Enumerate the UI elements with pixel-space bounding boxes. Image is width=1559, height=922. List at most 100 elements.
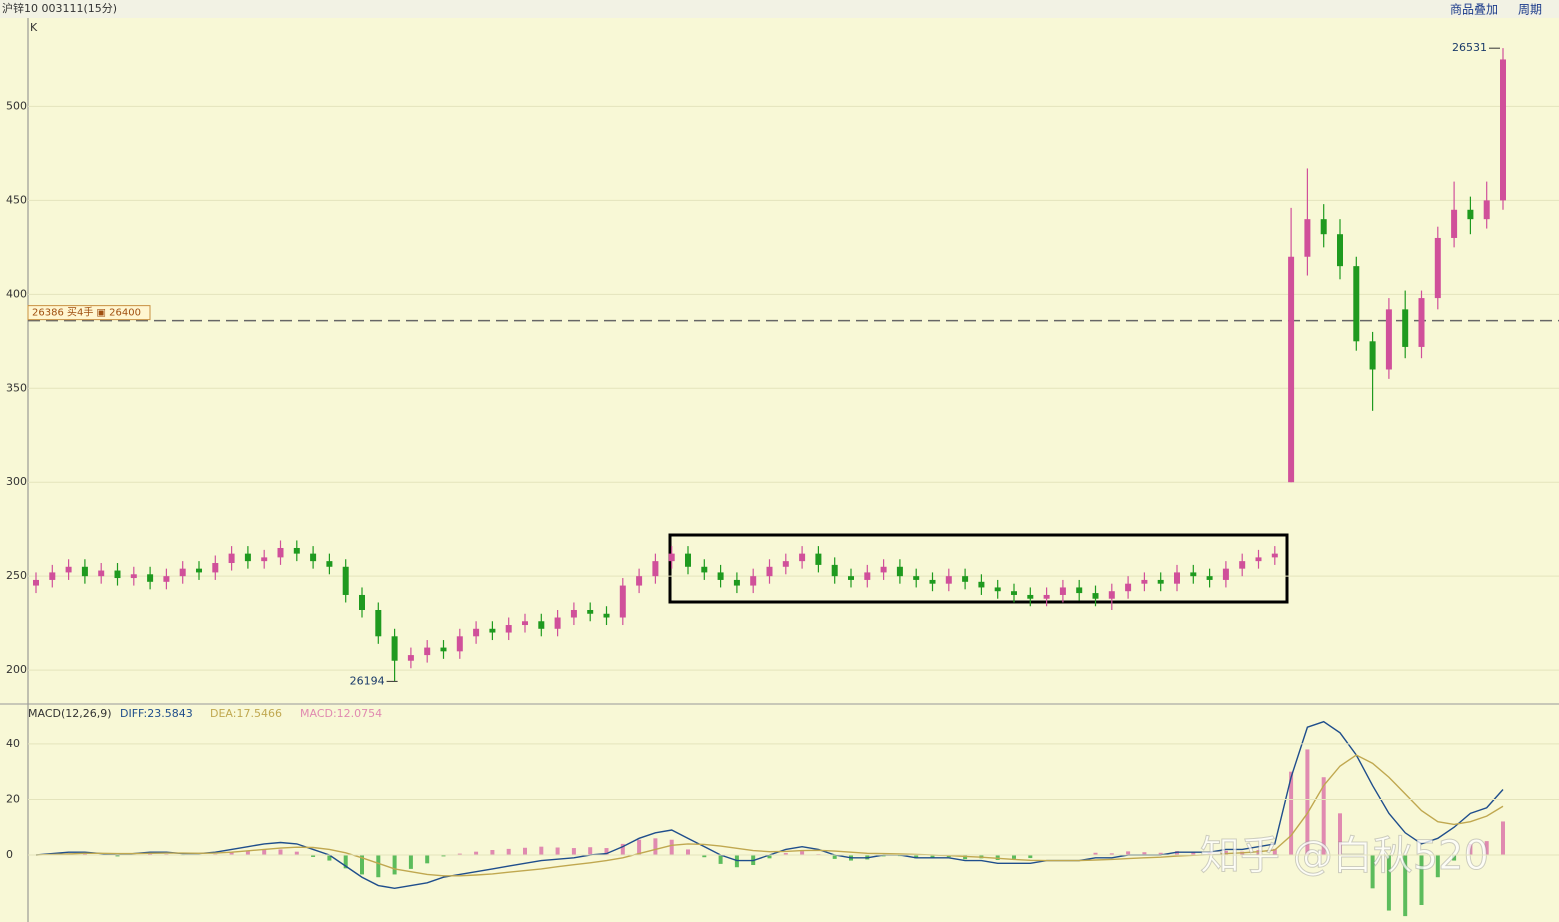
watermark: 知乎 @白秋520 <box>1200 833 1489 879</box>
y-tick-label: 400 <box>6 287 27 300</box>
y-tick-label: 20 <box>6 792 20 805</box>
candle-body <box>1092 593 1099 599</box>
macd-bar <box>1484 841 1489 855</box>
candle-body <box>244 553 251 562</box>
candle-body <box>196 568 202 573</box>
candle-body <box>1011 591 1017 595</box>
period-button[interactable]: 周期 <box>1518 3 1542 17</box>
macd-bar <box>1289 771 1294 855</box>
macd-bar <box>1468 843 1473 855</box>
macd-bar <box>653 838 658 855</box>
candle-body <box>978 581 985 588</box>
macd-bar <box>1191 851 1196 855</box>
candle-body <box>750 576 757 586</box>
candle-body <box>1239 561 1246 569</box>
candle-body <box>473 628 480 637</box>
candle-body <box>619 585 626 618</box>
candle-body <box>831 564 838 577</box>
candle-body <box>815 553 822 565</box>
candle-body <box>424 647 431 656</box>
candle-body <box>1500 59 1506 201</box>
macd-bar <box>914 855 919 859</box>
candle-body <box>636 576 643 586</box>
candle-body <box>81 566 88 577</box>
candle-body <box>1157 579 1164 584</box>
candle-body <box>587 609 594 614</box>
candle-body <box>1337 234 1343 267</box>
macd-bar <box>1158 852 1163 855</box>
macd-bar <box>1028 855 1033 859</box>
macd-bar <box>1109 853 1114 855</box>
candle-body <box>1059 587 1066 595</box>
candle-body <box>685 553 691 567</box>
y-tick-label: 350 <box>6 381 27 394</box>
candle-body <box>945 576 952 584</box>
macd-bar <box>571 848 576 855</box>
y-tick-label: 500 <box>6 99 27 112</box>
macd-bar <box>1501 821 1505 855</box>
candle-body <box>1141 579 1148 584</box>
candle-body <box>668 553 675 562</box>
macd-bar <box>1452 855 1457 861</box>
y-tick-label: 0 <box>6 848 13 861</box>
candle-body <box>293 547 300 554</box>
macd-bar <box>474 851 479 855</box>
candle-body <box>1369 341 1376 370</box>
macd-bar <box>1207 852 1212 855</box>
candle-body <box>1027 594 1034 599</box>
candle-body <box>733 579 740 586</box>
macd-bar <box>360 855 364 875</box>
macd-bar <box>376 855 381 878</box>
macd-bar <box>457 853 462 855</box>
candle-body <box>261 557 268 562</box>
candle-body <box>1043 594 1050 599</box>
macd-title: MACD(12,26,9) <box>28 707 112 720</box>
macd-bar <box>1272 848 1277 855</box>
macd-bar <box>832 855 837 859</box>
macd-line <box>35 754 1504 877</box>
y-tick-label: 250 <box>6 569 27 582</box>
macd-bar <box>800 851 805 855</box>
macd-bar <box>1403 855 1408 917</box>
candle-body <box>310 553 317 562</box>
y-tick-label: 40 <box>6 737 20 750</box>
macd-bar <box>620 843 625 855</box>
y-tick-label: 450 <box>6 193 27 206</box>
candle-body <box>114 570 121 579</box>
macd-bar <box>588 847 593 855</box>
overlay-button[interactable]: 商品叠加 <box>1450 2 1498 17</box>
candle-body <box>538 621 545 629</box>
candle-body <box>570 609 577 618</box>
macd-bar <box>392 855 397 875</box>
macd-bar <box>1305 749 1310 855</box>
macd-bar <box>327 855 332 861</box>
candle-body <box>864 572 871 580</box>
y-tick-label: 200 <box>6 663 27 676</box>
candle-body <box>440 647 447 652</box>
macd-bar <box>1093 852 1098 855</box>
macd-bar <box>1419 855 1424 905</box>
candle-body <box>98 570 105 577</box>
candle-body <box>375 609 382 637</box>
macd-bar <box>1321 777 1326 855</box>
axis-label: K <box>30 21 38 34</box>
macd-bar <box>1338 813 1342 855</box>
candle-body <box>1434 237 1441 299</box>
candle-body <box>848 576 854 580</box>
candle-body <box>799 553 806 562</box>
legend-entry: DIFF:23.5843 <box>120 707 193 720</box>
candle-body <box>277 547 284 558</box>
candle-body <box>456 636 463 652</box>
order-label-box <box>27 305 151 321</box>
candle-body <box>896 566 903 577</box>
candle-body <box>652 561 659 577</box>
candle-body <box>554 617 561 629</box>
candle-body <box>1125 583 1132 592</box>
candle-body <box>766 566 773 577</box>
candle-body <box>391 636 398 661</box>
candle-body <box>407 655 414 661</box>
candle-body <box>1353 266 1360 342</box>
macd-bar <box>245 850 250 855</box>
candle-body <box>994 587 1001 592</box>
